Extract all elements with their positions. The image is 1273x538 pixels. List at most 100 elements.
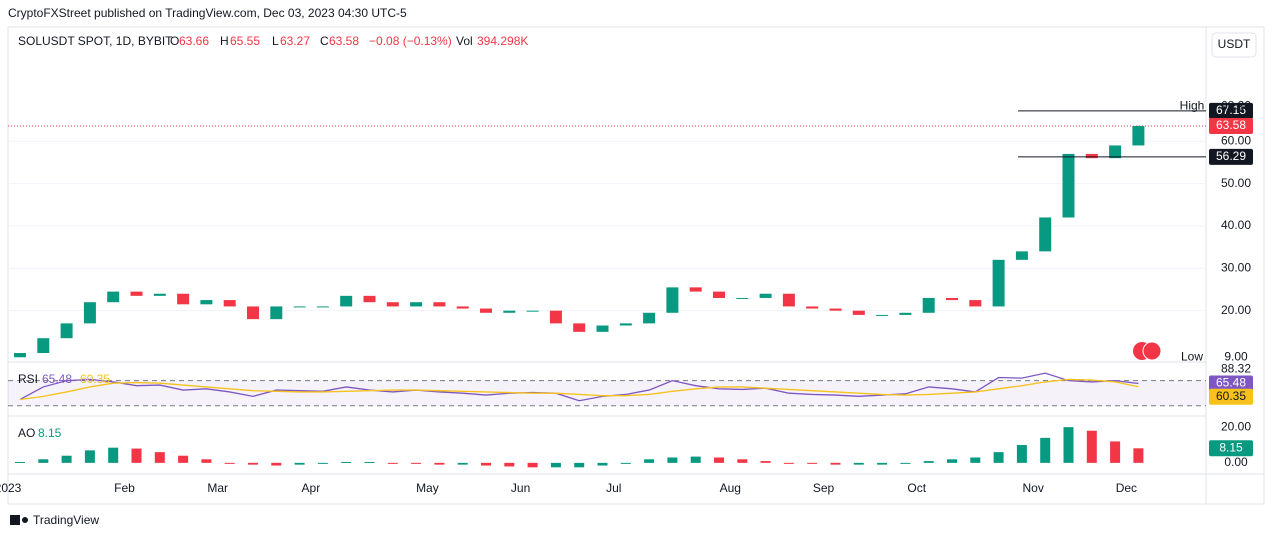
currency-button[interactable] xyxy=(1211,32,1257,58)
open-key: O xyxy=(170,34,179,48)
ao-bar xyxy=(178,455,189,463)
candle xyxy=(37,338,50,354)
candle xyxy=(549,310,562,324)
x-tick-label: Dec xyxy=(1116,481,1137,495)
ao-bar xyxy=(1063,427,1074,463)
ao-bar xyxy=(504,462,515,467)
candle xyxy=(433,302,446,307)
legend-entry: 65.48 xyxy=(42,372,72,386)
high-value: 68.20 xyxy=(1221,99,1251,113)
brand: TradingView xyxy=(33,513,99,527)
x-tick-label: May xyxy=(416,481,439,495)
ao-bar xyxy=(1016,445,1027,463)
candle xyxy=(643,312,656,324)
price-tag xyxy=(1209,148,1253,165)
candle xyxy=(153,293,166,296)
ao-bar xyxy=(574,462,585,468)
candle xyxy=(713,291,725,298)
x-tick-label: Jul xyxy=(606,481,621,495)
candle xyxy=(200,300,213,305)
ao-bar xyxy=(807,462,818,464)
ao-bar xyxy=(248,462,258,465)
close: 63.58 xyxy=(329,34,359,48)
price-tag-label: 65.48 xyxy=(1216,376,1246,390)
candle xyxy=(969,300,982,307)
candle xyxy=(363,295,376,303)
ao-bar xyxy=(38,459,49,463)
candle xyxy=(1062,153,1075,218)
open: 63.66 xyxy=(179,34,209,48)
candle xyxy=(876,314,889,316)
ao-bar xyxy=(294,462,305,465)
low-value: 9.00 xyxy=(1224,349,1248,363)
ao-bar xyxy=(760,461,771,463)
ao-bar xyxy=(993,452,1004,463)
candle xyxy=(316,306,329,308)
x-tick-label: 2023 xyxy=(0,481,22,495)
candle xyxy=(1109,145,1122,159)
legend-entry: 60.35 xyxy=(80,372,110,386)
high-key: H xyxy=(220,34,229,48)
candle xyxy=(223,300,236,307)
candle xyxy=(1085,153,1098,159)
ao-bar xyxy=(947,459,957,463)
ao-bar xyxy=(527,462,538,468)
y-tick-label: 20.00 xyxy=(1221,303,1251,317)
candle xyxy=(340,295,353,307)
candle xyxy=(1039,217,1052,252)
flag-icon xyxy=(1133,341,1162,361)
candle xyxy=(596,325,609,332)
rsi-band xyxy=(8,380,1206,406)
candle xyxy=(829,308,842,311)
ao-bar xyxy=(108,447,119,463)
candle xyxy=(1015,251,1028,260)
ao-value: 8.15 xyxy=(38,426,62,440)
ao-bar xyxy=(154,452,165,463)
ao-bar xyxy=(550,462,561,468)
low-key: L xyxy=(272,34,279,48)
ao-bar xyxy=(853,462,864,465)
high: 65.55 xyxy=(230,34,260,48)
candle xyxy=(130,291,143,296)
rsi-line xyxy=(19,378,1139,401)
price-tag-label: 8.15 xyxy=(1219,440,1243,454)
candle xyxy=(736,297,749,299)
ao-bar xyxy=(737,459,748,463)
close-key: C xyxy=(320,34,329,48)
low-label: Low xyxy=(1181,349,1203,363)
y-tick-label: 0.00 xyxy=(1224,455,1248,469)
candle xyxy=(107,291,120,303)
candle xyxy=(177,293,190,305)
candle xyxy=(619,323,632,326)
candle xyxy=(60,323,73,339)
candle xyxy=(852,310,865,315)
volume: 394.298K xyxy=(477,34,528,48)
candle xyxy=(14,353,26,358)
y-tick-label: 40.00 xyxy=(1221,218,1251,232)
ao-bar xyxy=(271,462,282,466)
ao-bar xyxy=(690,456,701,463)
low: 63.27 xyxy=(280,34,310,48)
price-tag-label: 67.15 xyxy=(1216,103,1246,117)
price-tag xyxy=(1209,102,1253,119)
candle xyxy=(689,287,702,292)
ao-bar xyxy=(1086,430,1097,463)
ao-bar xyxy=(61,455,72,463)
candle xyxy=(83,302,96,324)
pane-title: RSI xyxy=(18,372,38,386)
ao-bar xyxy=(317,462,328,464)
ao-bar xyxy=(15,461,25,463)
logo xyxy=(10,515,28,525)
price-tag-label: 63.58 xyxy=(1216,118,1246,132)
ao-bar xyxy=(201,459,212,463)
candle xyxy=(666,287,679,313)
candle xyxy=(922,297,935,313)
candle xyxy=(526,310,539,312)
pane-title: AO xyxy=(18,426,35,440)
currency[interactable]: USDT xyxy=(1218,37,1251,51)
candle xyxy=(247,306,259,320)
candle xyxy=(899,312,912,315)
high-label: High xyxy=(1180,99,1205,113)
x-tick-label: Sep xyxy=(813,481,835,495)
